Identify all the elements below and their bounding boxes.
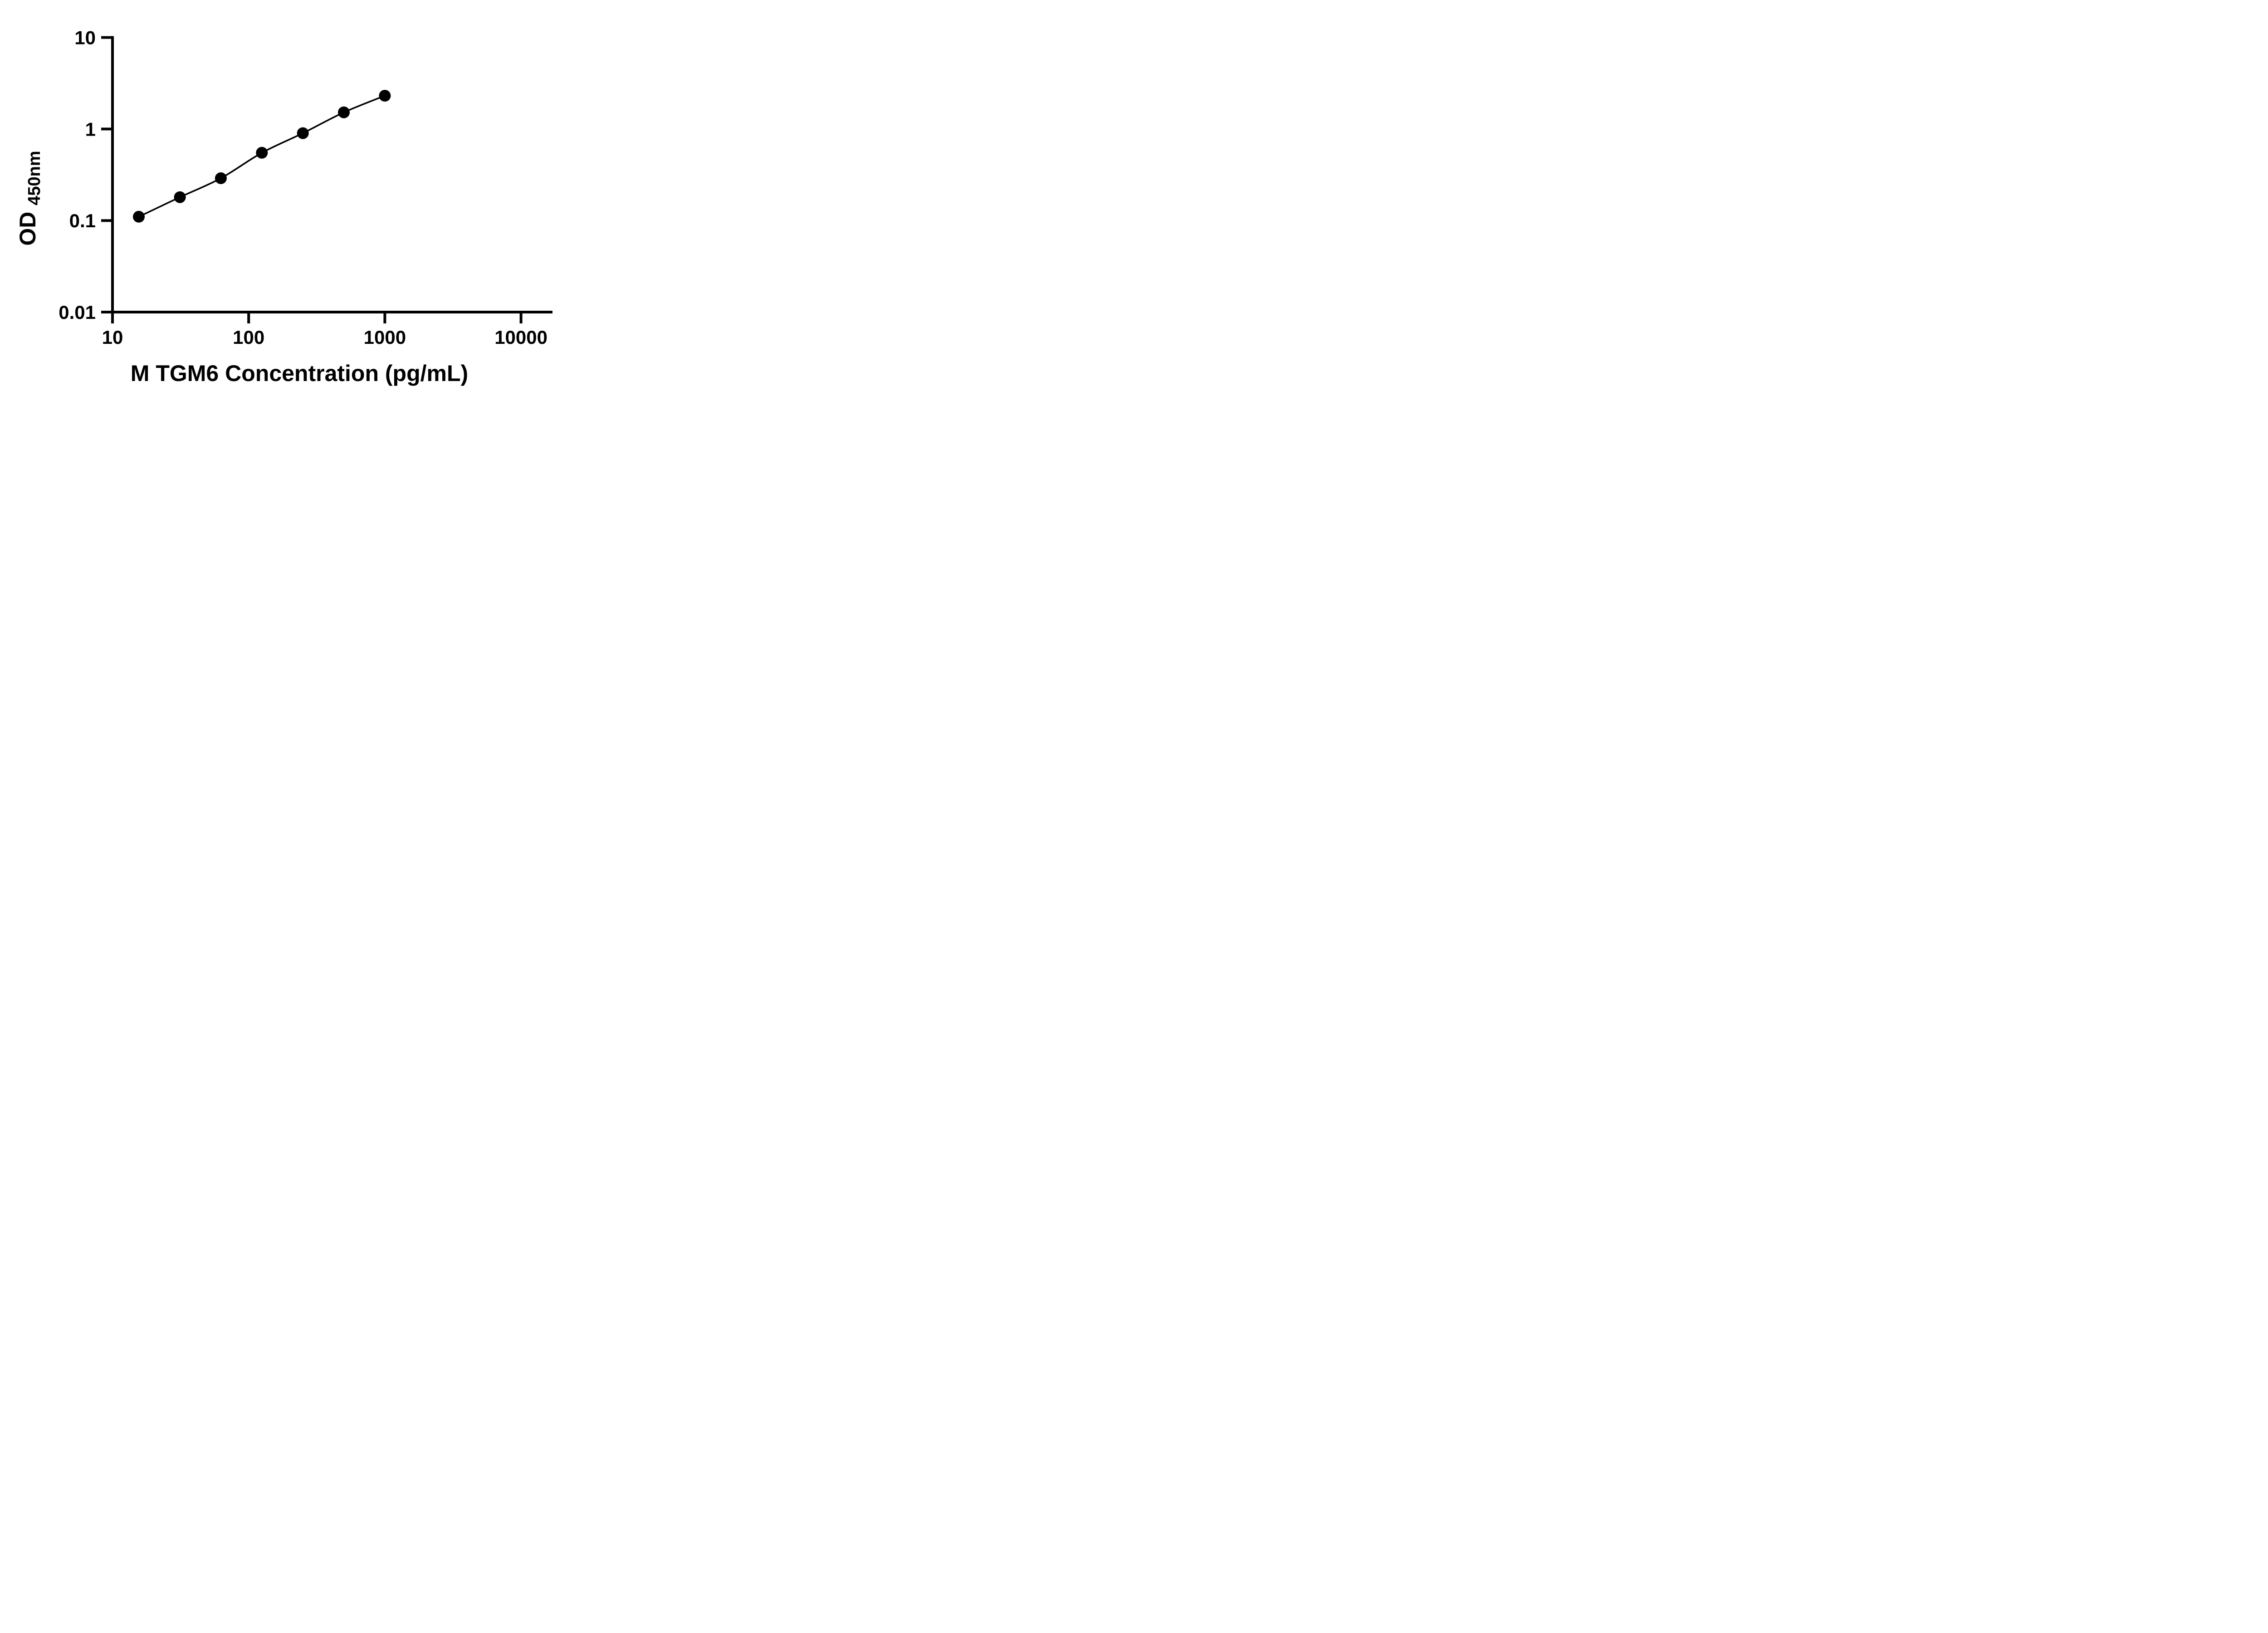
- x-tick-label-10: 10: [102, 327, 123, 348]
- y-tick-label-0.1: 0.1: [69, 210, 96, 231]
- plot-area: 10 100 1000 10000 10 1 0.1 0.01: [59, 27, 552, 348]
- y-axis-title-subscript: 450nm: [25, 151, 44, 205]
- data-point-1: [174, 191, 186, 203]
- data-point-0: [133, 210, 145, 223]
- data-point-3: [256, 147, 268, 159]
- x-axis-title: M TGM6 Concentration (pg/mL): [131, 361, 468, 386]
- y-axis-title: OD 450nm: [15, 151, 44, 245]
- y-tick-label-0.01: 0.01: [59, 302, 96, 323]
- x-tick-label-100: 100: [233, 327, 264, 348]
- data-point-2: [215, 172, 227, 184]
- y-axis-title-main: OD: [15, 212, 40, 246]
- y-tick-label-1: 1: [85, 118, 96, 140]
- x-tick-label-10000: 10000: [494, 327, 547, 348]
- chart-canvas: 10 100 1000 10000 10 1 0.1 0.01 M TGM6 Concentr…: [15, 27, 552, 386]
- standard-curve-figure: 10 100 1000 10000 10 1 0.1 0.01 M TGM6 Concentr…: [0, 0, 583, 408]
- x-tick-label-1000: 1000: [364, 327, 406, 348]
- y-tick-label-10: 10: [74, 27, 96, 49]
- data-point-4: [297, 127, 309, 139]
- data-point-5: [338, 106, 350, 118]
- data-point-6: [379, 90, 391, 102]
